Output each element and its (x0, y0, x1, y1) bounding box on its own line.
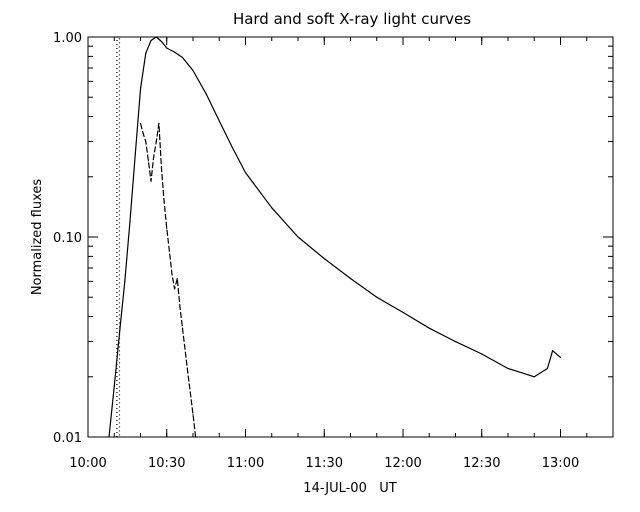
series-0-point (218, 120, 220, 122)
series-0-point (145, 52, 147, 54)
series-0-point (323, 257, 325, 260)
series-1-point (147, 160, 149, 162)
x-tick-label: 10:00 (69, 456, 106, 471)
series-1-point (150, 180, 152, 182)
y-axis-title: Normalized fluxes (30, 179, 45, 296)
series-0-point (166, 47, 168, 49)
series-0-point (244, 171, 247, 174)
series-0-point (155, 36, 157, 38)
series-2-point (116, 36, 118, 38)
series-1-point (181, 327, 184, 329)
series-0-point (192, 69, 194, 72)
series-0-point (507, 367, 509, 370)
series-0-point (271, 207, 273, 209)
series-1-point (187, 371, 189, 374)
x-tick-label: 12:30 (463, 456, 500, 471)
series-0-point (205, 93, 207, 95)
y-tick-label: 1.00 (53, 31, 82, 46)
series-1-point (153, 156, 155, 159)
series-0-point (124, 280, 126, 282)
series-1-point (139, 122, 142, 124)
series-2-point (118, 36, 121, 38)
series-1-point (158, 122, 160, 124)
series-0-point (454, 340, 457, 343)
series-0-point (129, 220, 131, 222)
series-1-point (195, 436, 197, 438)
series-1-point (142, 132, 144, 134)
series-1-point (166, 228, 168, 230)
x-axis-title: 14-JUL-00 UT (303, 481, 396, 496)
series-0-point (559, 356, 562, 359)
x-axis: 10:00 10:30 11:00 11:30 12:00 12:30 13:00 (69, 37, 614, 471)
series-0-point (552, 350, 554, 352)
series-0-point (376, 296, 378, 298)
series-0-point (160, 40, 163, 43)
series-0-point (150, 39, 152, 42)
series-1-point (192, 413, 194, 415)
chart-title: Hard and soft X-ray light curves (233, 10, 471, 28)
series-0-point (231, 146, 233, 149)
series-1-point (155, 140, 157, 143)
y-tick-label: 0.10 (53, 231, 82, 246)
series-1-point (168, 250, 170, 252)
series-0-point (139, 88, 142, 90)
series-0-point (113, 385, 115, 387)
x-tick-label: 10:30 (148, 456, 185, 471)
series-1-point (171, 273, 173, 276)
series-2-point (116, 436, 118, 438)
series-1-point (145, 140, 147, 143)
series-1-point (176, 277, 178, 280)
x-tick-label: 13:00 (542, 456, 579, 471)
series-0-point (118, 332, 121, 334)
series-0-point (546, 367, 548, 370)
series-0-point (174, 51, 176, 53)
series-0-point (181, 56, 184, 59)
series-0-point (428, 327, 430, 329)
series-line-solid (108, 36, 561, 438)
x-tick-label: 11:00 (227, 456, 264, 471)
x-tick-label: 11:30 (306, 456, 343, 471)
series-line-dotted (116, 36, 121, 437)
y-axis: 0.01 0.10 1.00 (53, 31, 613, 446)
series-1-point (174, 288, 176, 290)
series-0-point (134, 153, 136, 155)
series-layer (108, 36, 562, 438)
series-0-point (533, 376, 535, 378)
series-line-dashed (139, 122, 197, 438)
series-0-point (481, 353, 483, 355)
series-0-point (402, 311, 404, 313)
series-0-point (297, 236, 299, 238)
series-0-point (520, 371, 522, 374)
series-1-point (163, 201, 165, 203)
series-2-point (118, 436, 121, 438)
series-1-point (179, 305, 181, 307)
series-1-point (160, 167, 163, 170)
y-tick-label: 0.01 (53, 431, 82, 446)
series-0-point (108, 436, 110, 438)
x-tick-label: 12:00 (384, 456, 421, 471)
series-0-point (349, 277, 352, 280)
